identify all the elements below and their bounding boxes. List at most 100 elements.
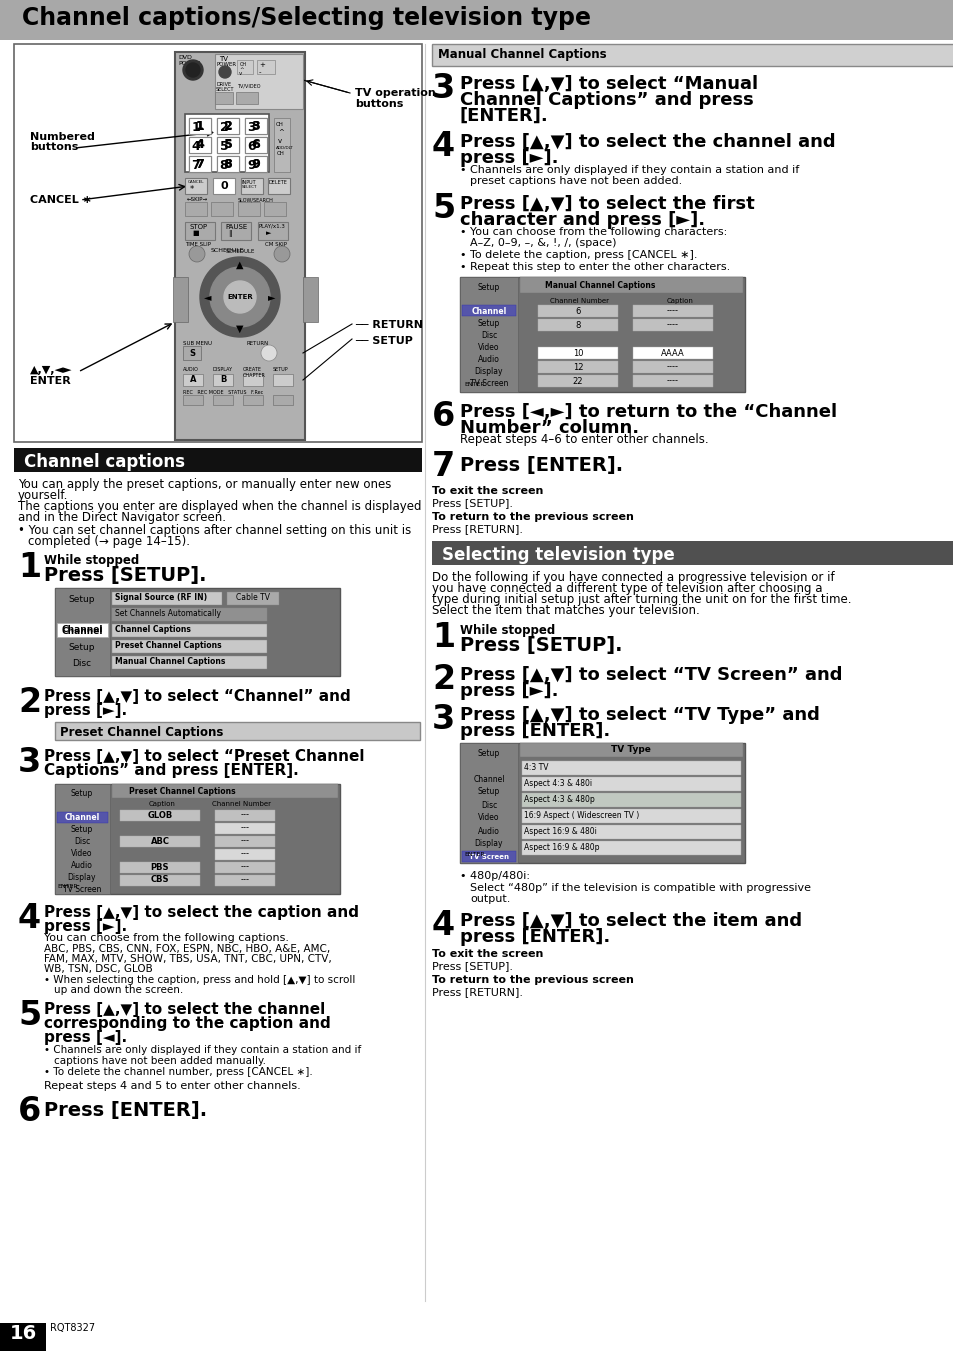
- Bar: [537, 376, 618, 386]
- Text: Disc: Disc: [480, 331, 497, 339]
- Text: ENTER: ENTER: [463, 852, 484, 858]
- Text: ---: ---: [240, 862, 250, 871]
- Circle shape: [274, 246, 290, 262]
- Bar: [245, 155, 267, 172]
- Text: Press [▲,▼] to select “Channel” and: Press [▲,▼] to select “Channel” and: [44, 689, 351, 704]
- Text: Select “480p” if the television is compatible with progressive: Select “480p” if the television is compa…: [470, 884, 810, 893]
- Text: Setup: Setup: [477, 319, 499, 327]
- Text: [ENTER].: [ENTER].: [459, 107, 548, 126]
- Bar: [633, 319, 712, 331]
- Bar: [521, 809, 740, 823]
- Bar: [189, 118, 211, 134]
- Text: Channel: Channel: [61, 627, 103, 635]
- Text: 6: 6: [252, 141, 259, 150]
- Text: ABC: ABC: [151, 836, 170, 846]
- Bar: [521, 842, 740, 855]
- Bar: [461, 305, 516, 316]
- Text: ^: ^: [239, 68, 243, 72]
- Bar: [521, 825, 740, 839]
- Text: DRIVE: DRIVE: [216, 82, 232, 86]
- Text: ▼: ▼: [236, 324, 244, 334]
- Bar: [216, 118, 239, 134]
- Bar: [214, 836, 274, 847]
- Circle shape: [219, 66, 231, 78]
- Text: 16:9 Aspect ( Widescreen TV ): 16:9 Aspect ( Widescreen TV ): [523, 812, 639, 820]
- Bar: [432, 45, 953, 66]
- Bar: [112, 640, 267, 653]
- Bar: [459, 277, 744, 392]
- Text: 2: 2: [224, 122, 232, 131]
- Text: Setup: Setup: [477, 282, 499, 292]
- Text: 8: 8: [224, 159, 232, 169]
- Text: Press [ENTER].: Press [ENTER].: [459, 457, 622, 476]
- Text: 3: 3: [18, 746, 41, 780]
- Text: press [►].: press [►].: [44, 703, 127, 717]
- Bar: [185, 113, 269, 172]
- Text: SETUP: SETUP: [273, 367, 289, 372]
- Text: Display: Display: [475, 839, 503, 848]
- Text: Press [▲,▼] to select the caption and: Press [▲,▼] to select the caption and: [44, 905, 358, 920]
- Text: SUB MENU: SUB MENU: [183, 340, 212, 346]
- Bar: [216, 155, 239, 172]
- Bar: [221, 222, 251, 240]
- Text: Video: Video: [71, 850, 92, 858]
- Text: • Channels are only displayed if they contain a station and if: • Channels are only displayed if they co…: [44, 1046, 361, 1055]
- Text: ►: ►: [266, 230, 271, 236]
- Text: DVD: DVD: [178, 55, 192, 59]
- Text: 9: 9: [252, 158, 260, 170]
- Text: character and press [►].: character and press [►].: [459, 211, 704, 230]
- Text: ── SETUP: ── SETUP: [355, 336, 413, 346]
- Text: press [ENTER].: press [ENTER].: [459, 928, 610, 946]
- Text: captions have not been added manually.: captions have not been added manually.: [54, 1056, 266, 1066]
- Text: Set Channels Automatically: Set Channels Automatically: [115, 609, 221, 619]
- Text: 22: 22: [572, 377, 582, 385]
- Text: ENTER: ENTER: [30, 376, 71, 386]
- Bar: [245, 136, 267, 153]
- Text: TV Screen: TV Screen: [469, 854, 509, 861]
- Text: TV Screen: TV Screen: [469, 378, 508, 388]
- Text: While stopped: While stopped: [44, 554, 139, 567]
- Bar: [213, 178, 234, 195]
- Text: 4: 4: [196, 141, 204, 150]
- Bar: [189, 118, 211, 134]
- Text: AUDIO: AUDIO: [183, 367, 198, 372]
- Text: Preset Channel Captions: Preset Channel Captions: [60, 725, 223, 739]
- Text: 10: 10: [572, 349, 582, 358]
- Bar: [273, 394, 293, 405]
- Text: ----: ----: [666, 377, 679, 385]
- Text: Press [ENTER].: Press [ENTER].: [44, 1101, 207, 1120]
- Text: A: A: [190, 376, 196, 385]
- Text: 8: 8: [575, 320, 580, 330]
- Text: ---: ---: [240, 824, 250, 832]
- Text: • When selecting the caption, press and hold [▲,▼] to scroll: • When selecting the caption, press and …: [44, 975, 355, 985]
- Text: 8: 8: [223, 158, 233, 170]
- Text: Press [▲,▼] to select the first: Press [▲,▼] to select the first: [459, 195, 754, 213]
- Text: 7: 7: [195, 158, 204, 170]
- Bar: [216, 118, 239, 134]
- Text: Press [▲,▼] to select the item and: Press [▲,▼] to select the item and: [459, 912, 801, 929]
- Circle shape: [224, 281, 255, 313]
- Text: WB, TSN, DSC, GLOB: WB, TSN, DSC, GLOB: [44, 965, 152, 974]
- Bar: [216, 136, 239, 153]
- Text: ABC, PBS, CBS, CNN, FOX, ESPN, NBC, HBO, A&E, AMC,: ABC, PBS, CBS, CNN, FOX, ESPN, NBC, HBO,…: [44, 944, 330, 954]
- Bar: [521, 777, 740, 790]
- Text: Manual Channel Captions: Manual Channel Captions: [437, 49, 606, 61]
- Bar: [273, 374, 293, 386]
- Bar: [112, 592, 222, 605]
- Text: Preset Channel Captions: Preset Channel Captions: [115, 642, 221, 650]
- Text: CH: CH: [240, 62, 247, 68]
- Circle shape: [189, 246, 205, 262]
- Text: Setup: Setup: [477, 788, 499, 797]
- Text: ^: ^: [277, 128, 284, 135]
- Text: Captions” and press [ENTER].: Captions” and press [ENTER].: [44, 763, 298, 778]
- Bar: [214, 54, 303, 109]
- Text: 2: 2: [219, 122, 228, 134]
- Text: RETURN: RETURN: [247, 340, 269, 346]
- Text: Disc: Disc: [480, 801, 497, 809]
- Text: type during initial setup just after turning the unit on for the first time.: type during initial setup just after tur…: [432, 593, 851, 607]
- Text: 3: 3: [252, 119, 260, 132]
- Bar: [112, 657, 267, 669]
- Text: CH: CH: [276, 151, 285, 155]
- Text: v: v: [239, 72, 242, 76]
- Text: Setup: Setup: [71, 825, 93, 835]
